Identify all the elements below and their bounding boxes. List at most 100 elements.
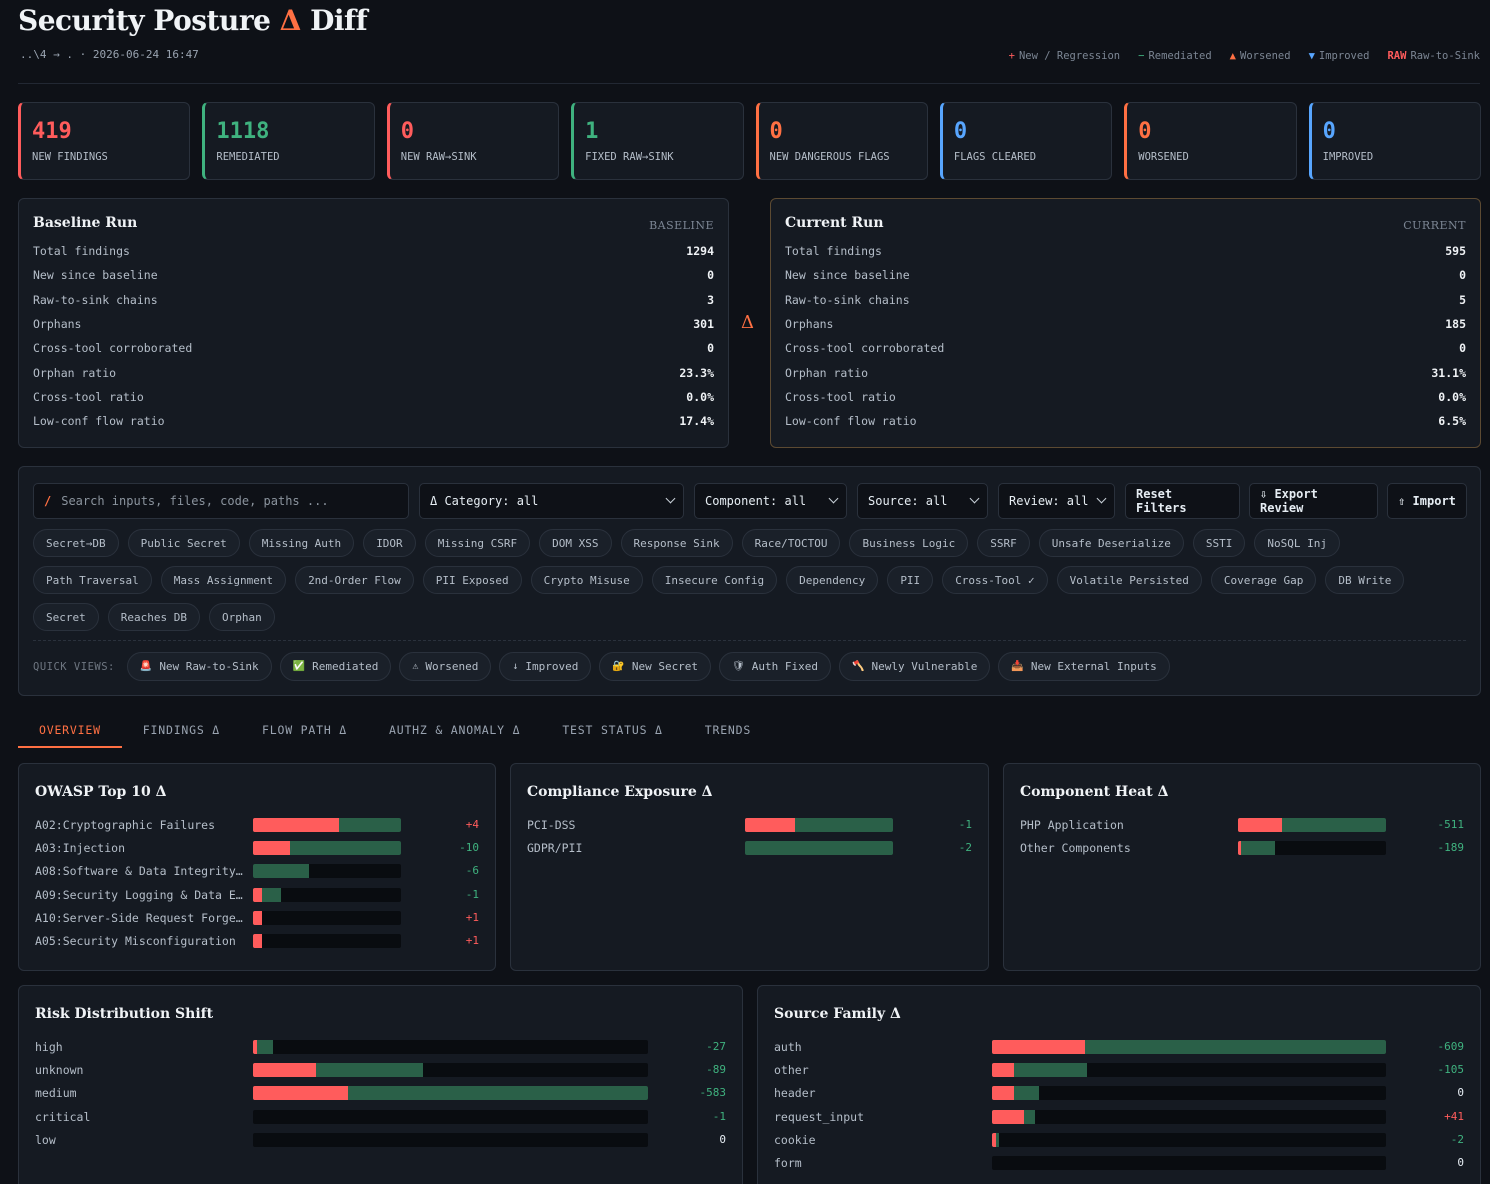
filter-chip[interactable]: Crypto Misuse (530, 566, 643, 594)
component-select[interactable]: Component: all (694, 483, 847, 519)
bar-track (992, 1086, 1386, 1101)
bar-track (1238, 841, 1386, 856)
filter-chip[interactable]: Public Secret (127, 529, 240, 557)
filter-chip[interactable]: Dependency (786, 566, 879, 594)
filter-chip[interactable]: PII (887, 566, 934, 594)
bar-track (253, 887, 401, 902)
filter-chip[interactable]: NoSQL Inj (1254, 529, 1341, 557)
filter-chip[interactable]: Missing CSRF (424, 529, 531, 557)
stat-row: Cross-tool corroborated 0 (33, 336, 714, 360)
filter-chip[interactable]: DOM XSS (539, 529, 612, 557)
bar-delta: -105 (1437, 1063, 1465, 1077)
bar-fill-remediated (992, 1063, 1087, 1078)
filter-chip[interactable]: Unsafe Deserialize (1038, 529, 1184, 557)
bar-delta: -1 (958, 818, 972, 831)
quick-view-label: Worsened (425, 660, 479, 673)
stat-value: 5 (1459, 292, 1466, 307)
stat-value: 185 (1445, 317, 1466, 332)
bar-fill-new (1238, 818, 1283, 832)
kpi-card: 0 FLAGS CLEARED (939, 102, 1113, 180)
filter-chip[interactable]: Reaches DB (107, 603, 200, 631)
filter-chip[interactable]: SSRF (977, 529, 1030, 557)
export-review-button[interactable]: ⇩ Export Review (1249, 483, 1378, 519)
quick-view-chip[interactable]: 🪓 Newly Vulnerable (839, 652, 991, 681)
legend-item: ▼ Improved (1309, 50, 1370, 62)
tab-trends[interactable]: TRENDS (704, 723, 752, 737)
kpi-label: NEW DANGEROUS FLAGS (769, 151, 890, 163)
stat-row: New since baseline 0 (785, 263, 1466, 287)
bar-label: A09:Security Logging & Data Exposure (35, 887, 245, 902)
stat-value: 6.5% (1438, 414, 1466, 429)
reset-filters-button[interactable]: Reset Filters (1125, 483, 1240, 519)
review-select[interactable]: Review: all (998, 483, 1115, 519)
kpi-card: 0 NEW RAW→SINK (386, 102, 560, 180)
kpi-value: 1118 (216, 119, 270, 144)
bar-row: low 0 (35, 1129, 726, 1152)
filter-chip[interactable]: IDOR (363, 529, 416, 557)
bar-delta: -10 (459, 841, 479, 855)
bar-track (253, 1040, 648, 1054)
bar-delta: -583 (699, 1086, 727, 1100)
stat-label: Raw-to-sink chains (33, 292, 158, 307)
quick-view-chip[interactable]: ✅ Remediated (279, 652, 392, 681)
bar-track (992, 1040, 1386, 1054)
category-value: Δ Category: all (430, 494, 539, 508)
quick-view-chip[interactable]: 🛡 Auth Fixed (719, 652, 831, 681)
filter-chip[interactable]: DB Write (1325, 566, 1405, 594)
bar-track (253, 1132, 648, 1147)
bar-track (745, 818, 893, 832)
filter-chip[interactable]: Business Logic (849, 529, 969, 557)
stat-row: Raw-to-sink chains 5 (785, 288, 1466, 312)
bar-delta: -1 (465, 887, 479, 901)
bar-row: GDPR/PII -2 (527, 837, 972, 860)
filter-chip[interactable]: 2nd-Order Flow (295, 566, 414, 594)
search-input[interactable]: / Search inputs, files, code, paths ... (33, 483, 409, 519)
bar-label: other (774, 1063, 809, 1078)
filter-chip[interactable]: Orphan (208, 603, 275, 631)
filter-chip[interactable]: Volatile Persisted (1056, 566, 1202, 594)
bar-delta: +1 (465, 910, 479, 924)
bar-label: form (774, 1155, 802, 1170)
quick-view-label: Improved (525, 660, 579, 673)
category-select[interactable]: Δ Category: all (419, 483, 684, 519)
quick-view-chip[interactable]: 🔐 New Secret (599, 652, 712, 681)
filter-chip[interactable]: PII Exposed (422, 566, 522, 594)
filter-chip[interactable]: Secret→DB (33, 529, 119, 557)
quick-view-chip[interactable]: 🚨 New Raw-to-Sink (126, 652, 272, 681)
tag-chips: Secret→DB Public Secret Missing Auth IDOR Mi… (33, 529, 1463, 631)
filter-chip[interactable]: Path Traversal (33, 566, 152, 594)
stat-value: 0.0% (686, 389, 714, 404)
import-button[interactable]: ⇧ Import (1387, 483, 1467, 519)
filter-chip[interactable]: Response Sink (620, 529, 733, 557)
bar-row: request_input +41 (774, 1106, 1464, 1129)
quick-view-icon: ↓ (512, 661, 519, 672)
bar-track (992, 1063, 1386, 1078)
filter-chip[interactable]: Missing Auth (248, 529, 355, 557)
baseline-title: Baseline Run (33, 215, 138, 231)
quick-view-chip[interactable]: ↓ Improved (499, 652, 592, 681)
current-run-panel: Current Run CURRENT Total findings 595 New… (770, 198, 1481, 448)
filter-chip[interactable]: Secret (33, 603, 99, 631)
tab-flow-path[interactable]: FLOW PATH Δ (262, 723, 348, 737)
bar-label: high (35, 1040, 63, 1054)
bar-delta: -1 (712, 1109, 726, 1123)
bar-label: medium (35, 1086, 77, 1101)
filter-chip[interactable]: Coverage Gap (1210, 566, 1317, 594)
search-placeholder: Search inputs, files, code, paths ... (61, 494, 329, 508)
tab-test-status[interactable]: TEST STATUS Δ (562, 723, 663, 737)
filter-chip[interactable]: Mass Assignment (160, 566, 287, 594)
bar-track (992, 1132, 1386, 1147)
tab-overview[interactable]: OVERVIEW (18, 714, 122, 748)
tab-findings[interactable]: FINDINGS Δ (142, 723, 221, 737)
quick-view-label: Auth Fixed (751, 660, 818, 673)
tab-authz-anomaly[interactable]: AUTHZ & ANOMALY Δ (389, 723, 521, 737)
source-select[interactable]: Source: all (857, 483, 988, 519)
quick-view-chip[interactable]: 📥 New External Inputs (998, 652, 1170, 681)
filter-chip[interactable]: SSTI (1192, 529, 1246, 557)
filter-chip[interactable]: Race/TOCTOU (741, 529, 841, 557)
chevron-down-icon (828, 493, 839, 504)
filter-chip[interactable]: Cross-Tool ✓ (942, 566, 1048, 594)
filter-chip[interactable]: Insecure Config (651, 566, 778, 594)
bar-label: request_input (774, 1109, 865, 1124)
quick-view-chip[interactable]: ⚠ Worsened (399, 652, 492, 681)
